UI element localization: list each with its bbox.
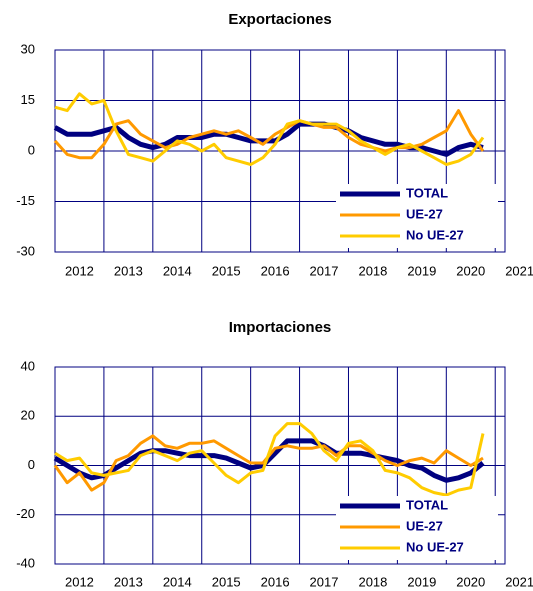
x-tick-label: 2013 — [114, 574, 143, 589]
x-tick-label: 2021 — [505, 263, 533, 278]
chart-title: Exportaciones — [228, 11, 331, 28]
x-tick-label: 2014 — [163, 574, 192, 589]
x-tick-label: 2014 — [163, 263, 192, 278]
legend-label: TOTAL — [406, 185, 448, 200]
legend-label: UE-27 — [406, 206, 443, 221]
x-tick-label: 2019 — [407, 263, 436, 278]
y-tick-label: 20 — [21, 408, 35, 423]
x-tick-label: 2015 — [212, 574, 241, 589]
x-tick-label: 2015 — [212, 263, 241, 278]
y-tick-label: 40 — [21, 358, 35, 373]
x-tick-label: 2021 — [505, 574, 533, 589]
series-line — [53, 434, 484, 492]
y-tick-label: -40 — [16, 555, 35, 570]
legend-label: No UE-27 — [406, 227, 464, 242]
x-tick-label: 2012 — [65, 263, 94, 278]
x-tick-label: 2017 — [310, 574, 339, 589]
x-tick-label: 2017 — [310, 263, 339, 278]
chart-title: Importaciones — [229, 319, 332, 336]
x-tick-label: 2012 — [65, 574, 94, 589]
y-tick-label: -30 — [16, 243, 35, 258]
x-tick-label: 2019 — [407, 574, 436, 589]
series-line — [53, 438, 485, 483]
y-tick-label: 30 — [21, 41, 35, 56]
x-tick-label: 2020 — [456, 263, 485, 278]
y-tick-label: -15 — [16, 193, 35, 208]
x-tick-label: 2013 — [114, 263, 143, 278]
y-tick-label: 15 — [21, 92, 35, 107]
x-tick-label: 2018 — [358, 574, 387, 589]
legend-label: No UE-27 — [406, 539, 464, 554]
legend-label: UE-27 — [406, 518, 443, 533]
series-line — [54, 92, 485, 166]
x-tick-label: 2016 — [261, 263, 290, 278]
x-tick-label: 2018 — [358, 263, 387, 278]
x-tick-label: 2016 — [261, 574, 290, 589]
y-tick-label: -20 — [16, 506, 35, 521]
y-tick-label: 0 — [28, 142, 35, 157]
legend-label: TOTAL — [406, 497, 448, 512]
series-line — [54, 422, 485, 497]
y-tick-label: 0 — [28, 457, 35, 472]
x-tick-label: 2020 — [456, 574, 485, 589]
